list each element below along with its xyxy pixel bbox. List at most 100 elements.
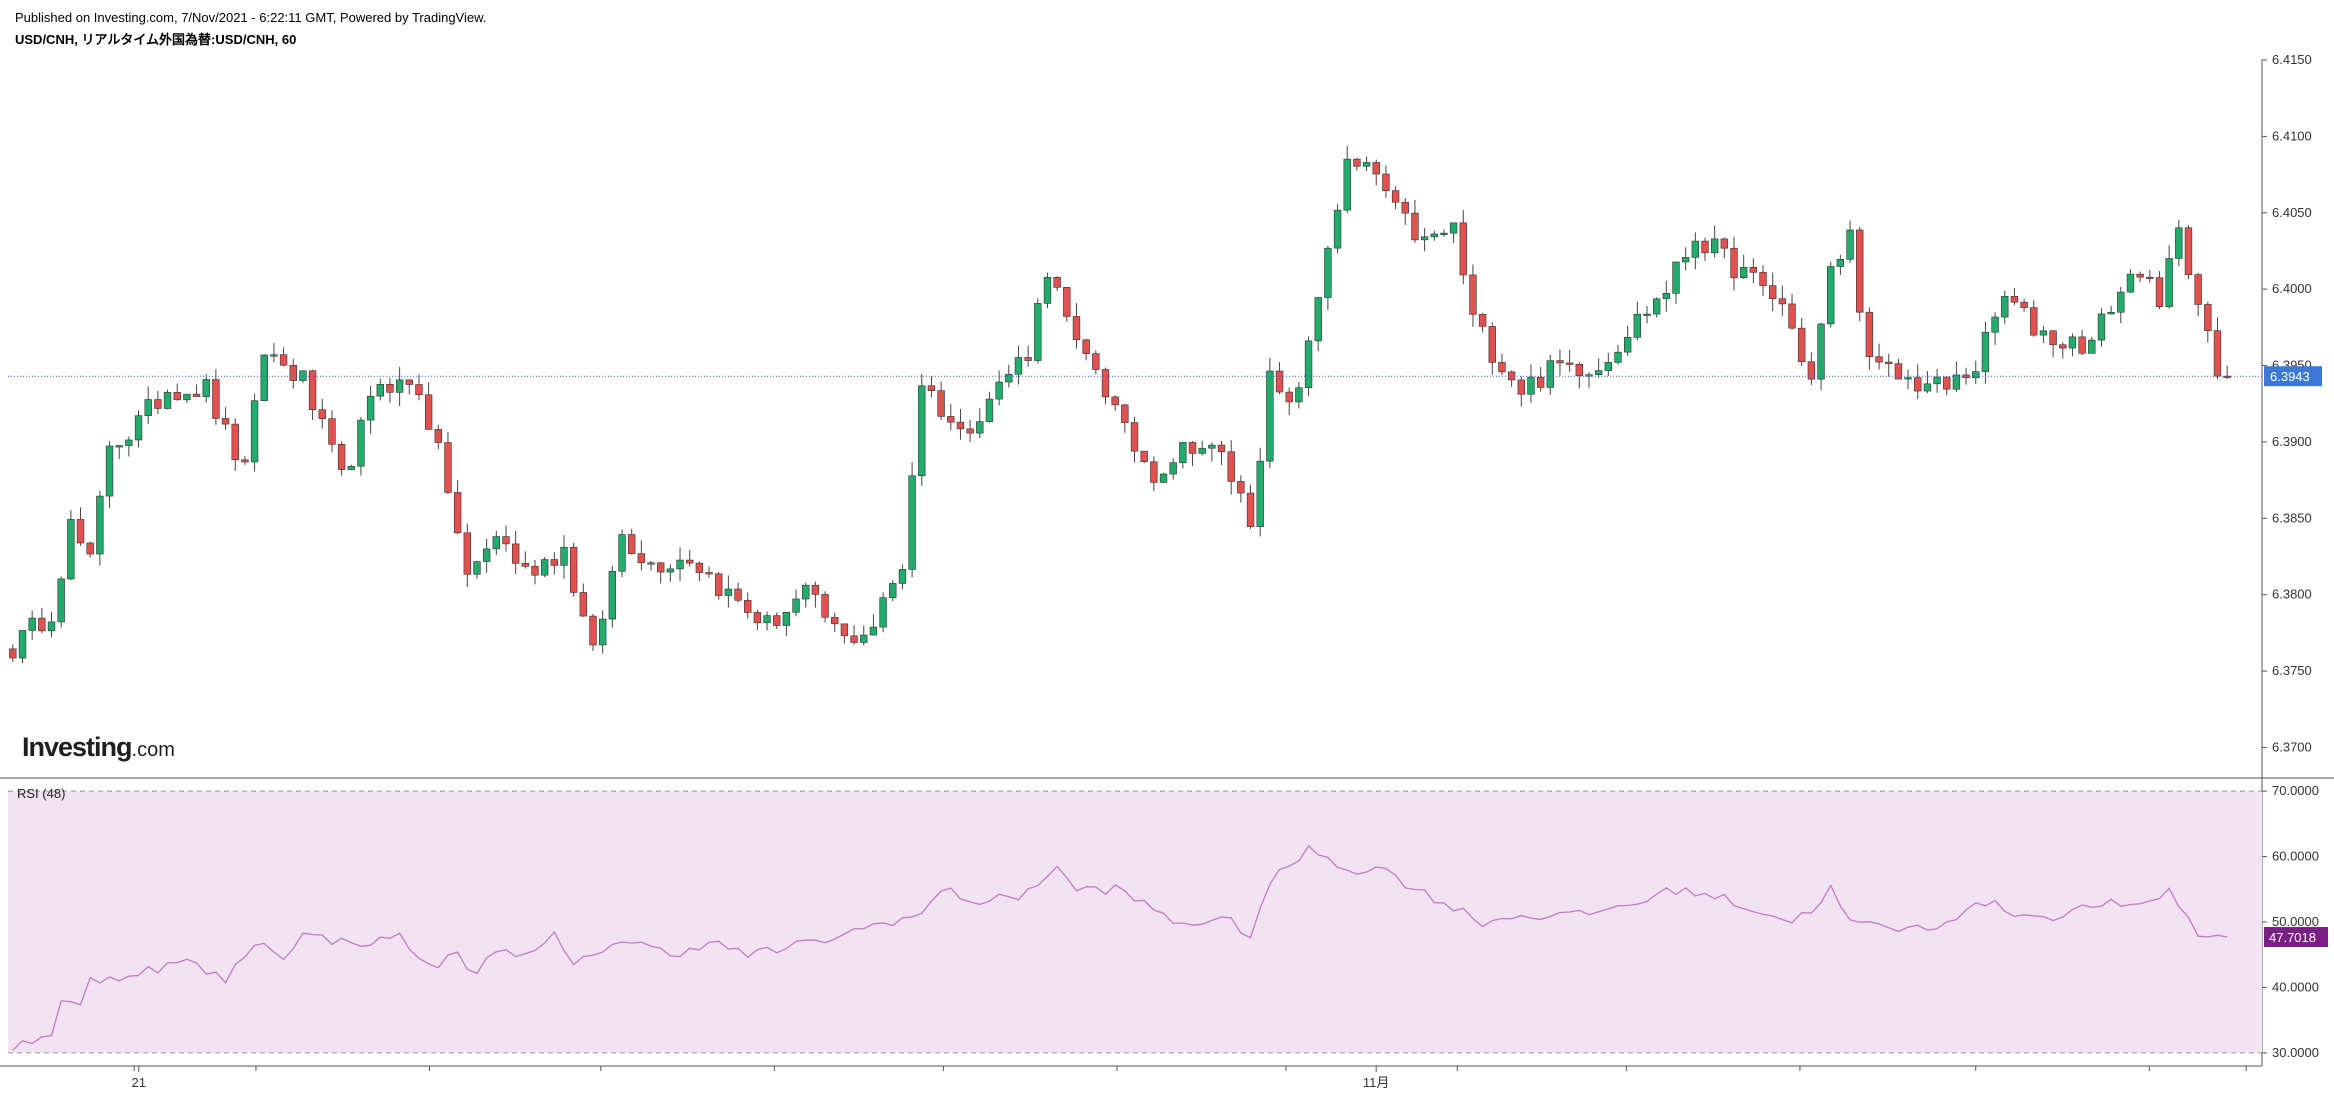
candle-up — [1043, 276, 1052, 304]
candle-down — [1401, 201, 1409, 214]
candle-down — [937, 390, 945, 417]
candle-up — [183, 393, 191, 401]
candle-up — [299, 370, 307, 381]
candle-up — [1585, 374, 1593, 377]
candle-up — [1169, 462, 1177, 475]
candle-up — [1159, 473, 1168, 483]
candle-up — [792, 598, 800, 613]
candle-down — [2059, 344, 2067, 349]
candle-down — [2136, 273, 2144, 278]
candle-down — [1856, 229, 1864, 313]
candle-down — [2030, 307, 2038, 336]
candle-down — [753, 612, 762, 624]
candle-down — [657, 562, 665, 573]
candle-down — [1565, 362, 1574, 365]
candle-down — [279, 354, 288, 366]
candle-down — [1227, 451, 1235, 482]
candle-up — [2175, 227, 2183, 259]
investing-logo: Investing.com — [22, 732, 175, 763]
candle-down — [1121, 404, 1129, 423]
candle-up — [473, 561, 481, 575]
candle-up — [1904, 377, 1912, 380]
candle-down — [1382, 173, 1390, 191]
candle-up — [540, 559, 549, 576]
candle-up — [2165, 258, 2173, 308]
candle-down — [1769, 285, 1777, 300]
candle-up — [2039, 330, 2048, 336]
candle-down — [241, 459, 249, 463]
candle-up — [144, 399, 152, 416]
candle-down — [1575, 363, 1583, 377]
candle-up — [666, 568, 675, 573]
candle-up — [1604, 362, 1612, 371]
candle-down — [531, 565, 539, 576]
candle-up — [134, 415, 143, 441]
last-price-label: 6.3943 — [2270, 369, 2310, 384]
rsi-tick-label: 60.0000 — [2272, 849, 2319, 864]
candle-up — [47, 621, 56, 632]
candle-up — [1672, 261, 1680, 294]
candle-up — [1846, 229, 1854, 260]
candle-down — [695, 562, 704, 573]
candle-up — [357, 419, 365, 467]
candle-up — [1740, 267, 1748, 279]
candle-down — [734, 588, 742, 601]
candle-up — [67, 519, 75, 580]
candle-up — [125, 439, 133, 446]
rsi-tick-label: 30.0000 — [2272, 1045, 2319, 1060]
candle-down — [2184, 227, 2193, 275]
rsi-tick-label: 50.0000 — [2272, 914, 2319, 929]
candle-up — [1179, 442, 1187, 463]
candle-down — [424, 394, 433, 430]
last-price-badge — [2264, 366, 2322, 387]
chart-header: Published on Investing.com, 7/Nov/2021 -… — [15, 10, 486, 48]
price-tick-label: 6.4050 — [2272, 205, 2312, 220]
candle-down — [2049, 330, 2057, 346]
symbol-title: USD/CNH, リアルタイム外国為替:USD/CNH, 60 — [15, 32, 297, 47]
candle-up — [898, 569, 907, 584]
candle-up — [1034, 303, 1042, 361]
candle-up — [1817, 323, 1825, 380]
candle-up — [995, 381, 1003, 400]
candle-up — [260, 354, 268, 402]
candle-down — [463, 532, 471, 575]
price-tick-label: 6.3700 — [2272, 739, 2312, 754]
candle-up — [1836, 259, 1845, 267]
candle-up — [28, 617, 36, 631]
published-caption: Published on Investing.com, 7/Nov/2021 -… — [15, 10, 487, 25]
candle-up — [2068, 336, 2077, 349]
candle-down — [502, 536, 510, 545]
candle-up — [18, 630, 27, 659]
candle-down — [76, 519, 85, 544]
candle-down — [154, 399, 162, 409]
candle-up — [250, 400, 259, 463]
candle-down — [2010, 295, 2019, 303]
candle-down — [1140, 450, 1148, 463]
candle-up — [1527, 376, 1535, 395]
candle-up — [2088, 339, 2096, 354]
candle-down — [966, 428, 974, 434]
candle-up — [1449, 222, 1458, 234]
candle-up — [395, 379, 404, 393]
rsi-tick-label: 70.0000 — [2272, 783, 2319, 798]
candle-down — [1556, 360, 1564, 364]
candle-up — [96, 495, 104, 555]
candle-down — [434, 429, 442, 443]
candle-up — [1981, 331, 1990, 372]
candle-up — [2097, 313, 2106, 341]
candle-down — [927, 385, 936, 391]
candle-up — [860, 634, 868, 643]
candle-down — [773, 615, 781, 626]
candle-up — [2107, 311, 2115, 315]
candle-down — [705, 572, 713, 575]
candle-up — [2001, 295, 2009, 318]
candle-down — [947, 416, 955, 423]
price-tick-label: 6.4150 — [2272, 52, 2312, 67]
rsi-line — [12, 844, 2228, 1051]
candle-down — [1701, 240, 1709, 254]
candle-up — [1440, 232, 1448, 235]
candle-down — [511, 543, 520, 564]
candle-up — [869, 626, 878, 636]
candle-up — [1304, 340, 1313, 388]
